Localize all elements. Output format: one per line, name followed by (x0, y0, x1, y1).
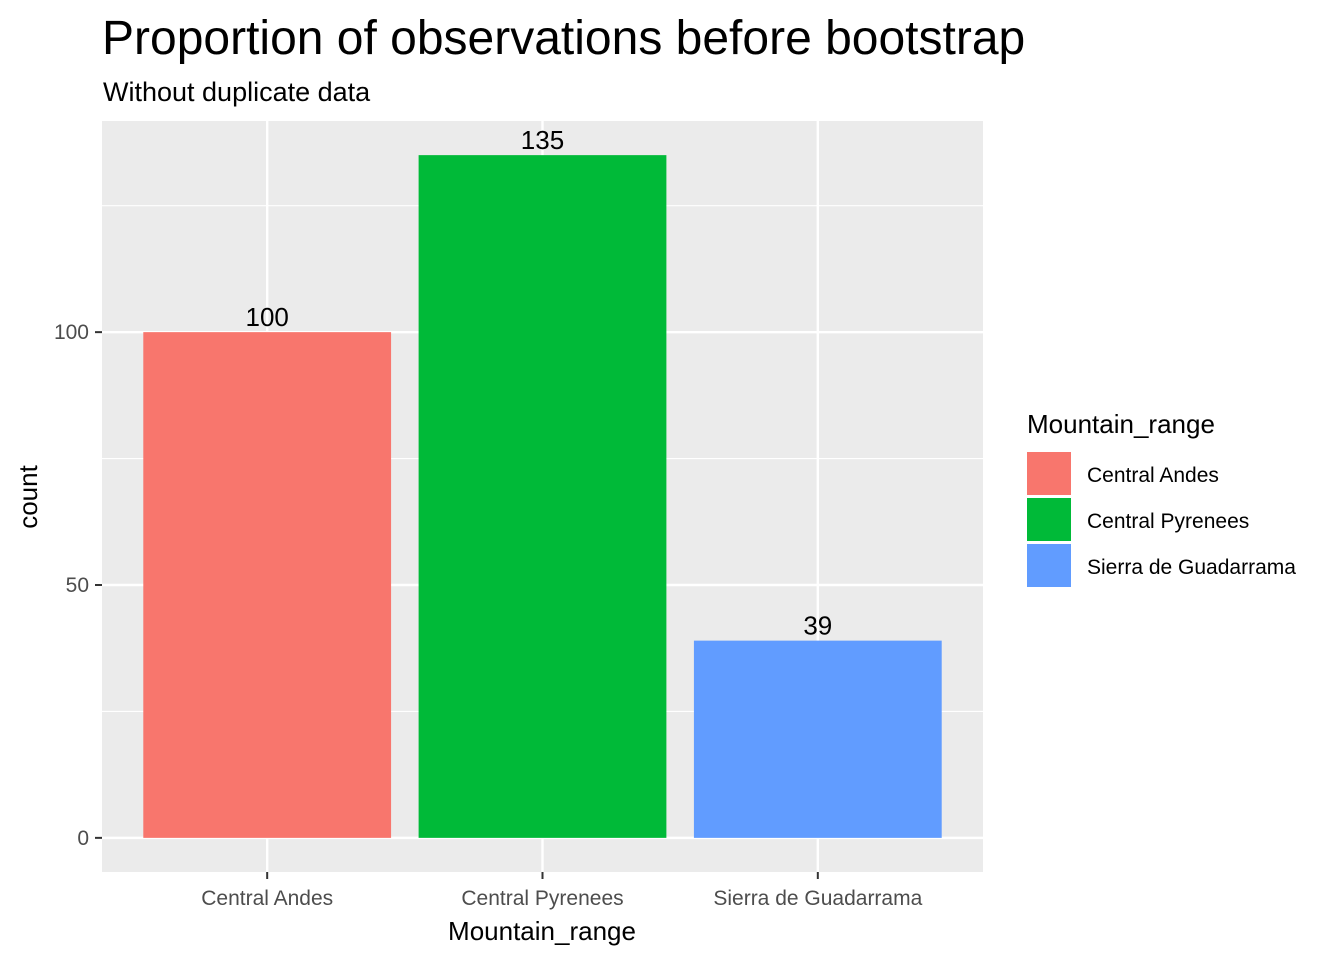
bar-value-label: 39 (803, 611, 832, 641)
legend-key (1027, 544, 1071, 587)
y-tick-label: 50 (66, 574, 89, 597)
bar (693, 640, 942, 838)
bar (418, 155, 667, 838)
legend-label: Sierra de Guadarrama (1087, 556, 1296, 579)
x-axis-title: Mountain_range (448, 916, 636, 946)
bar-value-label: 100 (245, 302, 288, 332)
bars (143, 155, 942, 838)
legend-title: Mountain_range (1027, 409, 1215, 439)
legend-label: Central Andes (1087, 464, 1219, 487)
legend-label: Central Pyrenees (1087, 510, 1249, 533)
legend-key (1027, 498, 1071, 541)
x-axis: Central Andes Central Pyrenees Sierra de G… (201, 872, 923, 910)
chart-title: Proportion of observations before bootst… (102, 12, 1025, 65)
bar (143, 332, 392, 838)
legend-key (1027, 452, 1071, 495)
y-tick-label: 100 (54, 321, 89, 344)
legend: Mountain_range Central Andes Central Pyre… (1027, 409, 1296, 587)
y-tick-label: 0 (77, 827, 89, 850)
y-axis: 0 50 100 (54, 321, 102, 850)
y-axis-title: count (13, 464, 43, 528)
bar-labels: 100 135 39 (245, 125, 832, 640)
chart-subtitle: Without duplicate data (103, 77, 371, 107)
x-tick-label: Sierra de Guadarrama (713, 887, 922, 910)
x-tick-label: Central Pyrenees (461, 887, 623, 910)
bar-value-label: 135 (521, 125, 564, 155)
x-tick-label: Central Andes (201, 887, 333, 910)
